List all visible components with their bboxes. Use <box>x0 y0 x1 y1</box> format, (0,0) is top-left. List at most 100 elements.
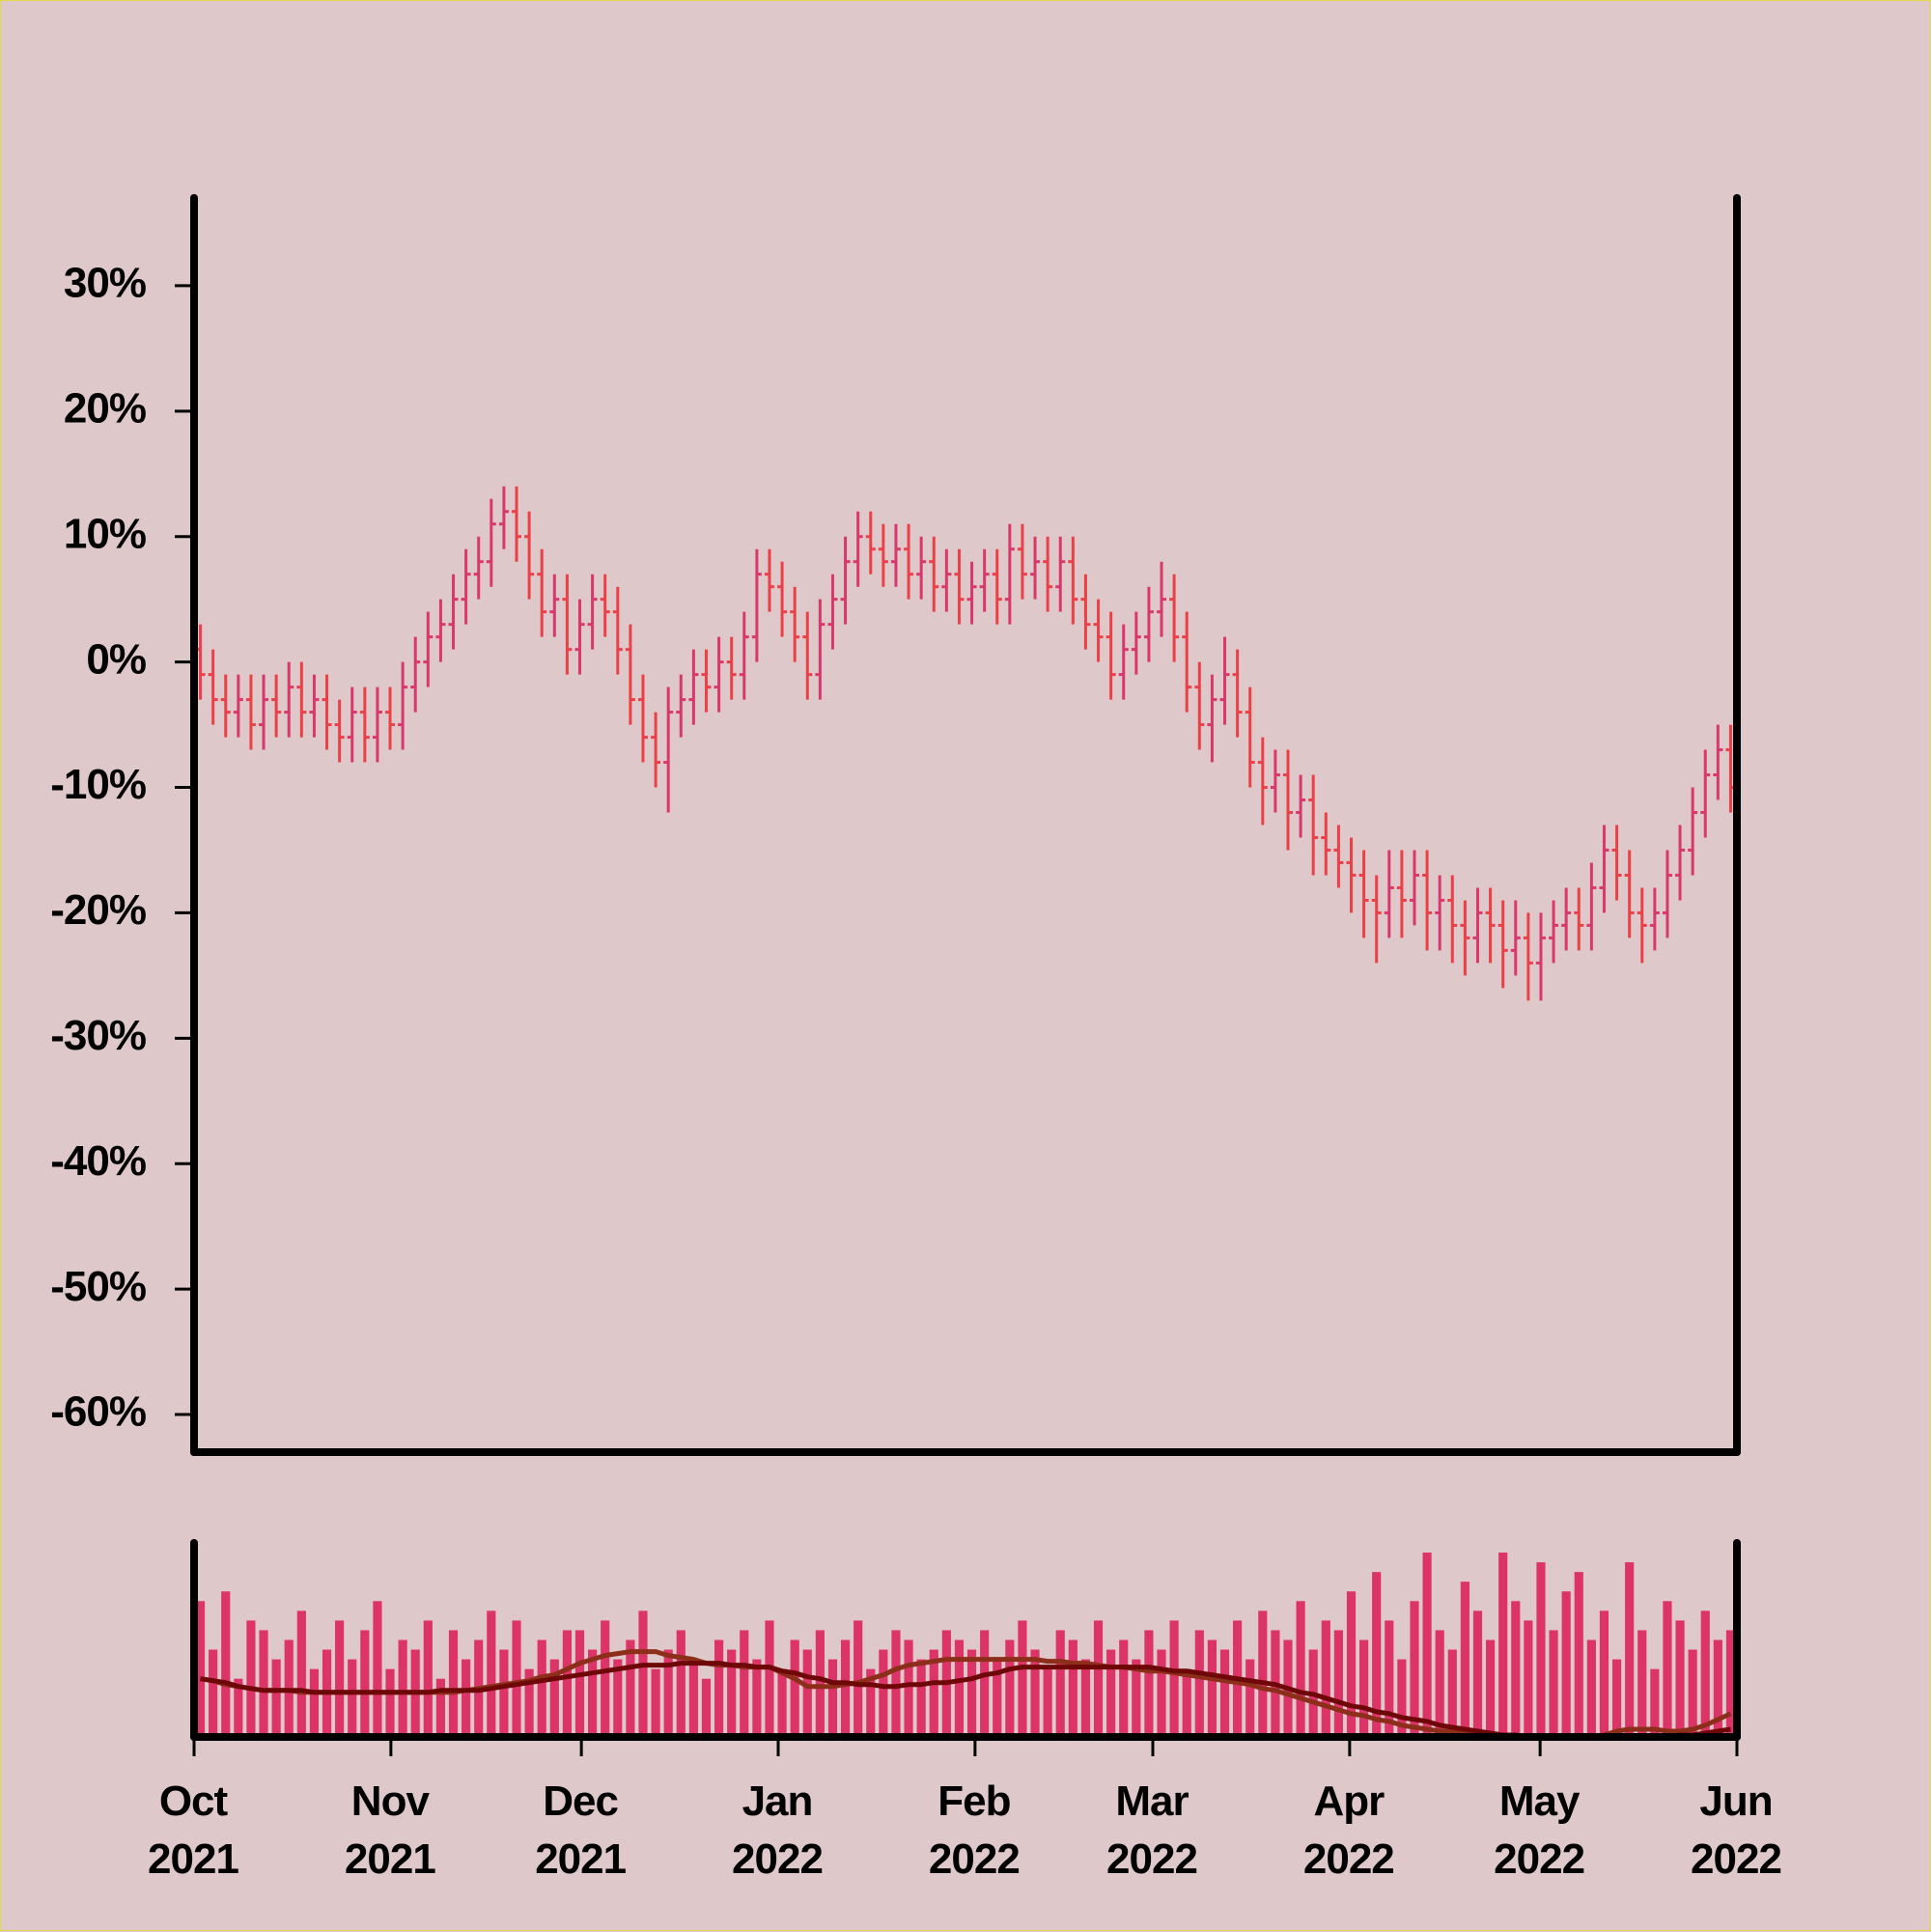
volume-bar <box>701 1678 712 1737</box>
volume-bar <box>765 1620 774 1737</box>
volume-bar <box>752 1659 762 1737</box>
volume-bar <box>1333 1630 1343 1737</box>
volume-bar <box>1561 1591 1571 1737</box>
volume-bar <box>574 1630 585 1737</box>
volume-bar <box>727 1649 737 1737</box>
x-tick-label: Dec 2021 <box>535 1778 627 1883</box>
volume-bar <box>1586 1639 1596 1737</box>
volume-bar <box>309 1668 320 1737</box>
volume-bar <box>385 1668 395 1737</box>
volume-bar <box>613 1659 623 1737</box>
volume-bar <box>802 1649 812 1737</box>
volume-bar <box>688 1659 698 1737</box>
volume-bar <box>537 1639 546 1737</box>
y-tick-label: -50% <box>50 1263 146 1310</box>
volume-bar <box>1385 1620 1394 1737</box>
x-tick-label: Oct 2021 <box>148 1778 239 1883</box>
volume-bar <box>663 1649 673 1737</box>
y-tick-label: -60% <box>50 1388 146 1436</box>
volume-bar <box>1700 1610 1710 1737</box>
volume-bar <box>1245 1659 1255 1737</box>
volume-bar <box>1119 1639 1129 1737</box>
volume-bar <box>1410 1601 1419 1737</box>
volume-bar <box>1018 1620 1027 1737</box>
volume-bar <box>1485 1639 1496 1737</box>
volume-bar <box>1498 1553 1508 1737</box>
volume-bar <box>777 1668 787 1737</box>
volume-bar <box>1688 1649 1697 1737</box>
volume-bar <box>360 1630 370 1737</box>
volume-bar <box>714 1639 724 1737</box>
volume-bar <box>1524 1620 1533 1737</box>
volume-bar <box>954 1639 965 1737</box>
volume-bar <box>1472 1610 1483 1737</box>
volume-bar <box>1219 1649 1230 1737</box>
volume-bar <box>626 1639 635 1737</box>
volume-bar <box>398 1639 407 1737</box>
volume-bar <box>221 1591 231 1737</box>
volume-bar <box>1080 1659 1091 1737</box>
volume-bar <box>1372 1572 1382 1737</box>
volume-bar <box>1725 1630 1736 1737</box>
volume-bar <box>1132 1659 1141 1737</box>
volume-bar <box>638 1610 648 1737</box>
volume-bar <box>904 1639 913 1737</box>
y-tick-label: 10% <box>64 510 146 557</box>
volume-bar <box>601 1620 610 1737</box>
volume-bar <box>854 1620 863 1737</box>
x-tick-label: Jun 2022 <box>1691 1778 1782 1883</box>
volume-bar <box>1435 1630 1444 1737</box>
volume-bar <box>891 1630 901 1737</box>
volume-bar <box>524 1668 534 1737</box>
x-tick-label: Feb 2022 <box>928 1778 1021 1883</box>
volume-bar <box>209 1649 218 1737</box>
volume-bar <box>790 1639 799 1737</box>
y-tick-label: 20% <box>64 384 146 432</box>
volume-bar <box>1055 1630 1065 1737</box>
volume-bar <box>866 1668 876 1737</box>
volume-bar <box>259 1630 268 1737</box>
volume-bar <box>815 1630 825 1737</box>
volume-bar <box>1106 1649 1116 1737</box>
volume-bar <box>1346 1591 1357 1737</box>
volume-bar <box>487 1610 496 1737</box>
volume-bar <box>462 1659 471 1737</box>
volume-bar <box>916 1659 926 1737</box>
volume-bar <box>549 1659 559 1737</box>
volume-bar <box>234 1678 243 1737</box>
volume-bar <box>1637 1630 1647 1737</box>
volume-bar <box>435 1678 446 1737</box>
volume-bar <box>1258 1610 1268 1737</box>
volume-bar <box>1549 1630 1558 1737</box>
volume-bar <box>348 1659 357 1737</box>
volume-bar <box>1536 1562 1546 1737</box>
volume-bar <box>980 1630 990 1737</box>
volume-bar <box>929 1649 938 1737</box>
volume-bar <box>296 1610 306 1737</box>
volume-bar <box>335 1620 345 1737</box>
volume-bar <box>1663 1601 1672 1737</box>
volume-bar <box>840 1639 851 1737</box>
volume-bar <box>1296 1601 1305 1737</box>
volume-bar <box>271 1659 281 1737</box>
volume-bar <box>1625 1562 1635 1737</box>
volume-bar <box>1182 1668 1191 1737</box>
volume-bar <box>1359 1639 1369 1737</box>
y-tick-label: -30% <box>50 1012 146 1059</box>
volume-bar <box>512 1620 521 1737</box>
volume-bar <box>588 1649 598 1737</box>
y-tick-label: 30% <box>64 260 146 307</box>
volume-bar <box>1650 1668 1660 1737</box>
volume-bar <box>246 1620 256 1737</box>
x-tick-label: Mar 2022 <box>1106 1778 1198 1883</box>
x-tick-label: Jan 2022 <box>732 1778 824 1883</box>
volume-bar <box>1422 1553 1432 1737</box>
volume-bar <box>1611 1659 1622 1737</box>
volume-bar <box>1511 1601 1521 1737</box>
volume-bar <box>1043 1668 1052 1737</box>
volume-bar <box>1030 1649 1040 1737</box>
x-tick-label: Apr 2022 <box>1302 1778 1395 1883</box>
volume-bar <box>1321 1620 1330 1737</box>
volume-bar <box>651 1668 660 1737</box>
